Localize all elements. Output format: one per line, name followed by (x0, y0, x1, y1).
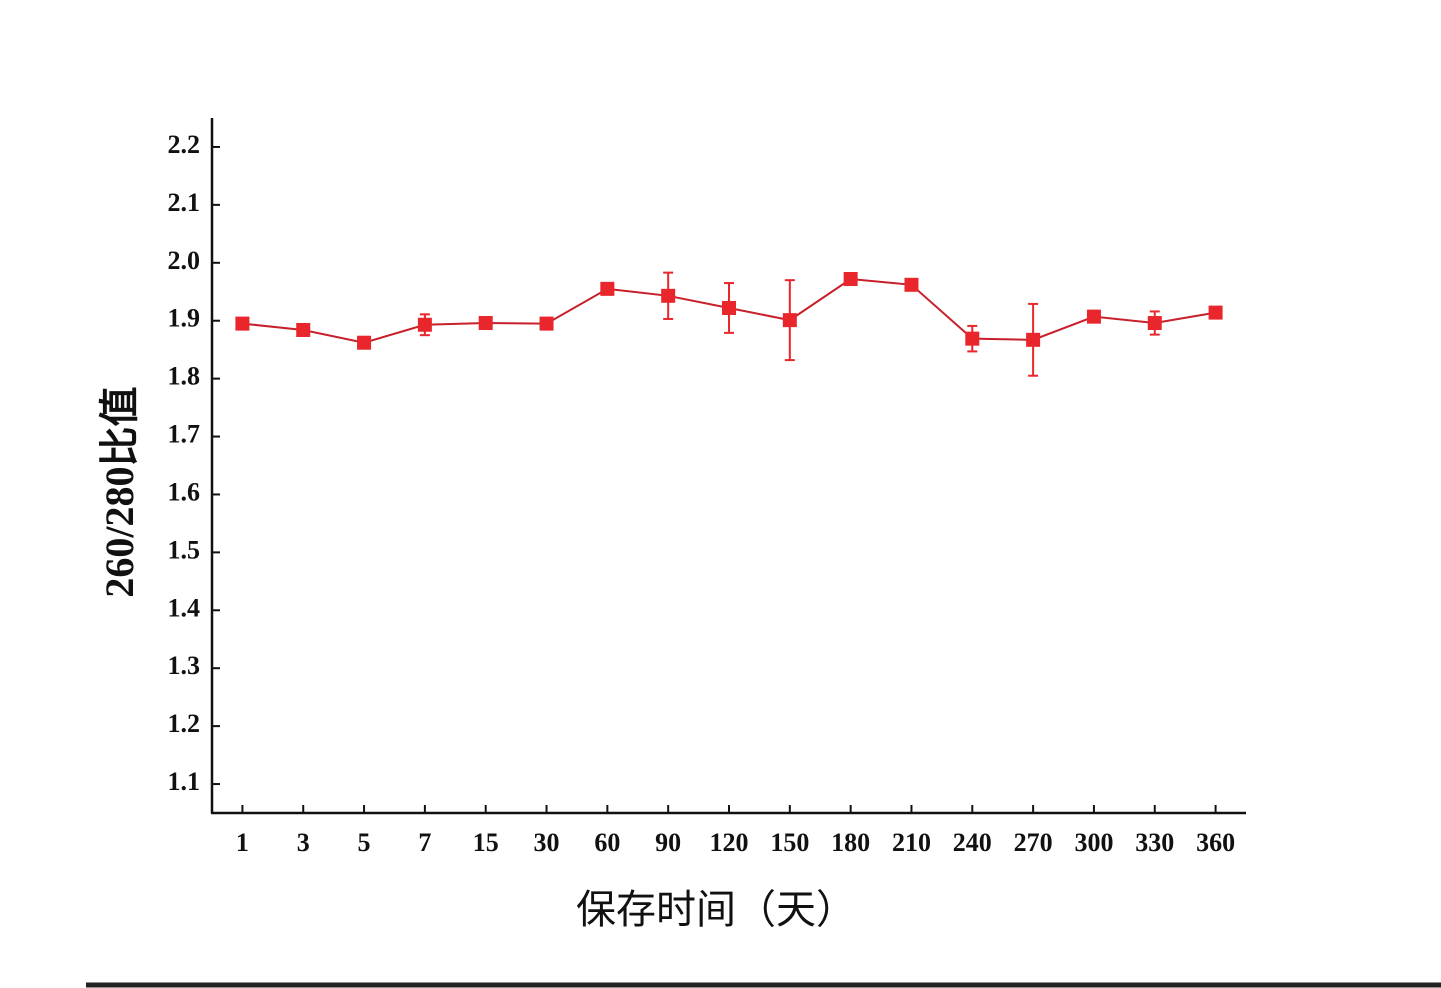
x-tick-label: 270 (1014, 828, 1053, 857)
marker (296, 322, 311, 337)
x-tick-label: 15 (473, 828, 499, 857)
marker (1026, 332, 1041, 347)
x-tick-label: 150 (770, 828, 809, 857)
x-tick-label: 180 (831, 828, 870, 857)
y-tick-label: 2.1 (168, 188, 201, 217)
marker (539, 316, 554, 331)
marker (843, 272, 858, 287)
x-tick-label: 3 (297, 828, 310, 857)
x-axis-title: 保存时间（天） (576, 887, 856, 932)
marker (1208, 305, 1223, 320)
y-tick-label: 1.2 (168, 709, 201, 738)
x-tick-label: 330 (1135, 828, 1174, 857)
x-tick-label: 60 (594, 828, 620, 857)
marker (1147, 316, 1162, 331)
y-tick-label: 1.1 (168, 767, 201, 796)
y-tick-label: 1.4 (168, 593, 201, 622)
marker (782, 313, 797, 328)
x-tick-label: 360 (1196, 828, 1235, 857)
marker (417, 317, 432, 332)
y-tick-label: 1.6 (168, 477, 201, 506)
marker (722, 300, 736, 315)
marker (965, 331, 980, 346)
marker (235, 316, 250, 331)
y-tick-label: 1.8 (168, 362, 201, 391)
y-tick-label: 1.9 (168, 304, 201, 333)
y-tick-label: 1.7 (168, 420, 201, 449)
x-tick-label: 300 (1074, 828, 1113, 857)
y-axis-title: 260/280比值 (97, 386, 142, 597)
x-tick-label: 1 (236, 828, 249, 857)
y-tick-label: 2.2 (168, 130, 201, 159)
y-tick-label: 1.5 (168, 535, 201, 564)
marker (904, 277, 919, 292)
x-tick-label: 120 (710, 828, 749, 857)
x-tick-label: 210 (892, 828, 931, 857)
x-tick-label: 5 (358, 828, 371, 857)
marker (600, 281, 615, 296)
marker (357, 335, 372, 350)
y-tick-label: 2.0 (168, 246, 201, 275)
x-tick-label: 240 (953, 828, 992, 857)
x-tick-label: 90 (655, 828, 681, 857)
x-tick-label: 7 (418, 828, 431, 857)
marker (1086, 309, 1101, 324)
marker (478, 316, 493, 331)
marker (661, 288, 676, 303)
x-tick-label: 30 (534, 828, 560, 857)
y-tick-label: 1.3 (168, 651, 201, 680)
